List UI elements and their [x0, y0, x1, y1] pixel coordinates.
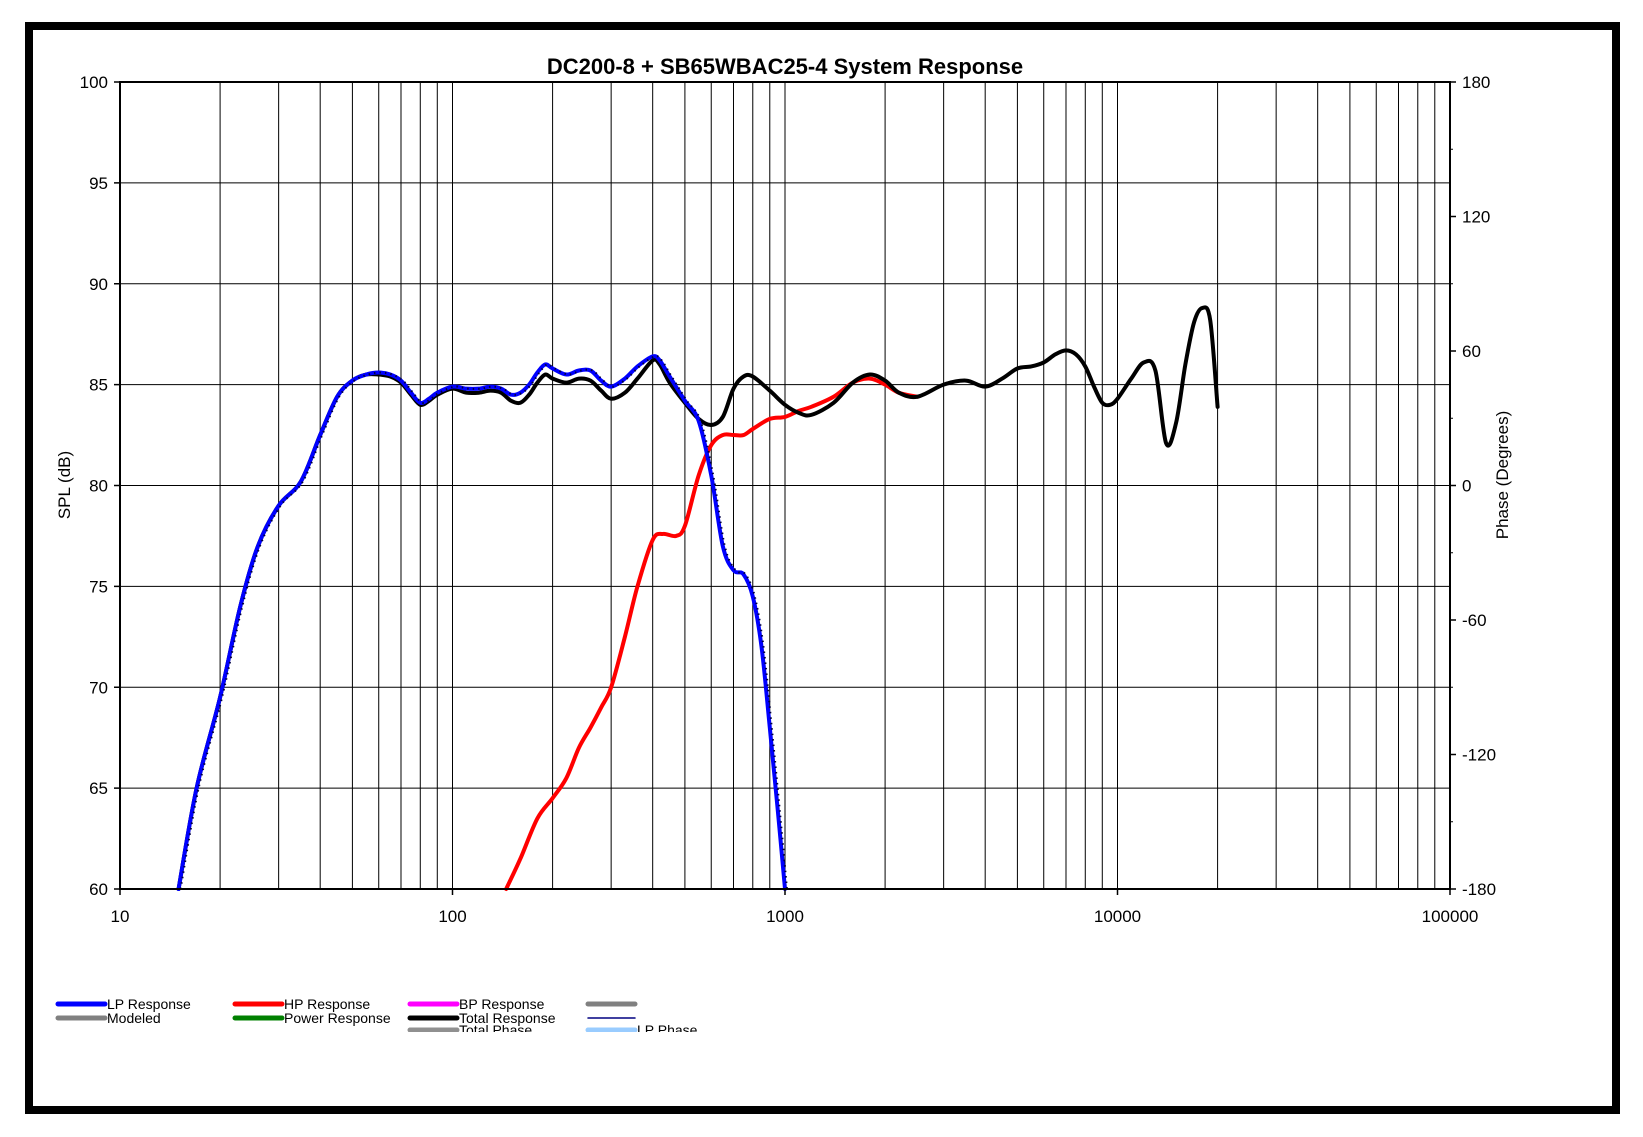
- x-tick-label: 1000: [766, 907, 804, 926]
- y-tick-label: 80: [89, 477, 108, 496]
- modeled-line: [179, 355, 788, 890]
- y2-tick-label: 120: [1462, 208, 1490, 227]
- chart-frame: [25, 22, 1620, 1114]
- legend-label: Modeled: [107, 1010, 161, 1026]
- axis-ticks: 10 100 1000 10000 100000 60 65 70 75 80 85 90 95 100 -…: [80, 73, 1496, 926]
- y-tick-label: 60: [89, 880, 108, 899]
- x-tick-label: 10: [111, 907, 130, 926]
- y-tick-label: 90: [89, 275, 108, 294]
- legend-label: LP Response: [107, 996, 191, 1012]
- y-tick-label: 100: [80, 73, 108, 92]
- y-tick-label: 75: [89, 577, 108, 596]
- legend-label: Total Response: [459, 1010, 556, 1026]
- legend-clip: [40, 1032, 740, 1062]
- legend-label: HP Response: [284, 996, 370, 1012]
- y-tick-label: 85: [89, 376, 108, 395]
- y2-tick-label: -180: [1462, 880, 1496, 899]
- total-response-line: [176, 305, 1220, 891]
- legend-label: BP Response: [459, 996, 545, 1012]
- lp-response-line: [176, 354, 787, 891]
- y2-tick-label: -120: [1462, 746, 1496, 765]
- chart-title: DC200-8 + SB65WBAC25-4 System Response: [547, 54, 1023, 79]
- y2-tick-label: -60: [1462, 611, 1487, 630]
- y-tick-label: 65: [89, 779, 108, 798]
- y2-tick-label: 60: [1462, 342, 1481, 361]
- series-lines: [176, 305, 1220, 891]
- hp-response-line: [504, 376, 920, 891]
- x-tick-label: 10000: [1094, 907, 1141, 926]
- y-tick-label: 70: [89, 678, 108, 697]
- y-axis-label: SPL (dB): [55, 451, 74, 519]
- grid: [120, 82, 1450, 889]
- x-tick-label: 100000: [1422, 907, 1479, 926]
- y2-tick-label: 0: [1462, 477, 1471, 496]
- y2-tick-label: 180: [1462, 73, 1490, 92]
- y2-axis-label: Phase (Degrees): [1493, 411, 1512, 540]
- y-tick-label: 95: [89, 174, 108, 193]
- legend-label: Power Response: [284, 1010, 391, 1026]
- x-tick-label: 100: [438, 907, 466, 926]
